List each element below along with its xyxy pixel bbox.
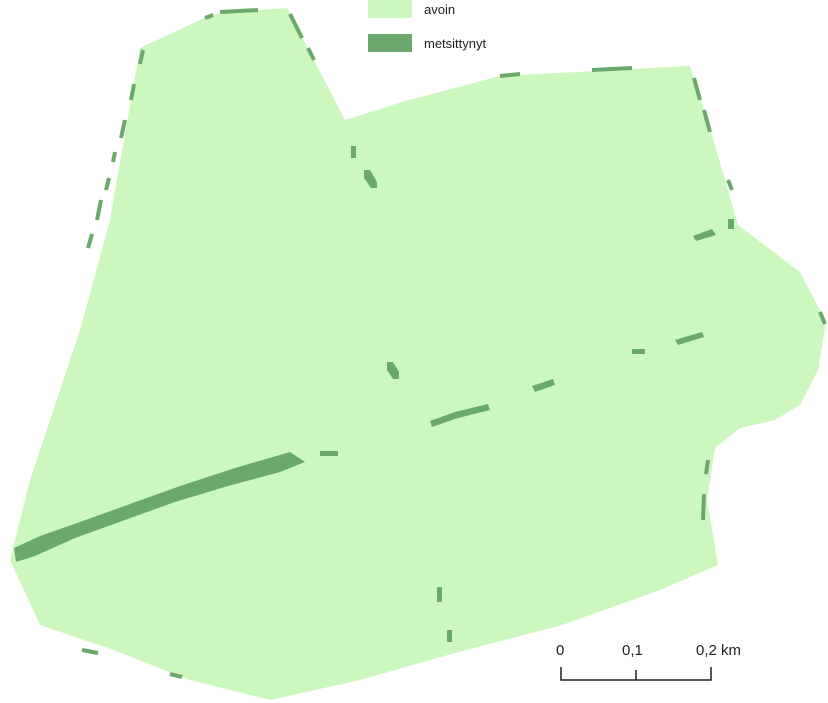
forested-edge [204, 13, 214, 20]
scale-bar: 0 0,1 0,2 km [556, 642, 741, 681]
forested-patch [728, 219, 734, 229]
forested-edge [86, 233, 94, 249]
forested-edge [95, 199, 103, 221]
forested-edge [499, 72, 521, 78]
scale-tick-label-2: 0,2 km [696, 642, 741, 659]
forested-edge [702, 109, 712, 133]
forested-edge [169, 672, 183, 679]
legend-swatch-forested [368, 34, 412, 52]
scale-tick-label-0: 0 [556, 642, 564, 659]
forested-edge [704, 459, 710, 475]
forested-edge [726, 179, 734, 191]
forested-patches [14, 8, 827, 679]
forested-strip-main [14, 452, 305, 562]
forested-patch [632, 349, 645, 354]
legend-label-forested: metsittynyt [424, 36, 487, 51]
forested-edge [111, 151, 117, 163]
legend: avoin metsittynyt [368, 0, 487, 52]
scale-tick-label-1: 0,1 [622, 642, 643, 659]
forested-patch [387, 362, 399, 379]
forested-patch [430, 404, 490, 427]
forested-edge [219, 8, 259, 14]
forested-edge [306, 47, 316, 61]
forested-edge [591, 66, 633, 72]
forested-edge [104, 177, 111, 191]
forested-patch [693, 229, 716, 241]
forested-patch [447, 630, 452, 642]
forested-patch [320, 451, 338, 456]
study-area-polygon [10, 8, 826, 700]
forested-edge [692, 77, 702, 101]
forested-patch [364, 170, 377, 188]
forested-patch [532, 379, 555, 392]
forested-edge [818, 311, 827, 325]
forested-patch [675, 332, 704, 345]
forested-edge [119, 119, 127, 139]
legend-swatch-open [368, 0, 412, 18]
forested-edge [701, 493, 706, 521]
forested-edge [81, 648, 99, 655]
legend-label-open: avoin [424, 2, 455, 17]
forested-patch [437, 587, 442, 602]
forested-edge [129, 83, 136, 101]
forested-patch [351, 146, 356, 158]
forested-edge [288, 13, 304, 39]
forested-edge [138, 49, 145, 65]
scale-bar-line [560, 667, 712, 681]
